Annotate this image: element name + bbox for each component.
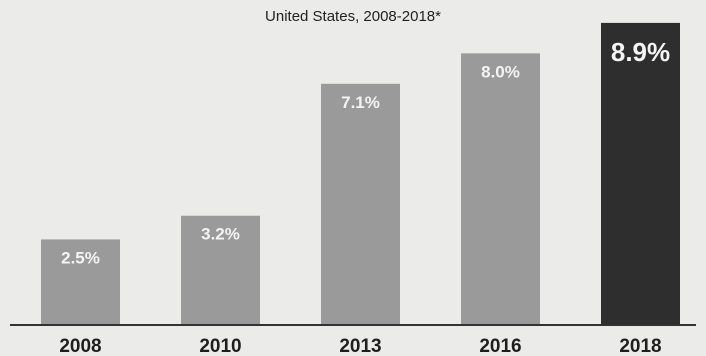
value-label-2018: 8.9%	[611, 37, 670, 67]
x-tick-label-2018: 2018	[619, 336, 661, 356]
bar-2010	[181, 215, 260, 324]
bar-2016	[461, 53, 540, 325]
value-label-2013: 7.1%	[341, 93, 380, 112]
bar-2013	[321, 83, 400, 325]
x-tick-label-2008: 2008	[59, 336, 101, 356]
value-label-2008: 2.5%	[61, 248, 100, 267]
x-tick-label-2013: 2013	[339, 336, 381, 356]
chart-subtitle: United States, 2008-2018*	[265, 8, 441, 25]
bar-2008	[41, 239, 120, 324]
value-label-2010: 3.2%	[201, 225, 240, 244]
x-tick-label-2010: 2010	[199, 336, 241, 356]
value-label-2016: 8.0%	[481, 62, 520, 81]
x-tick-label-2016: 2016	[479, 336, 521, 356]
bar-2018	[601, 22, 680, 325]
